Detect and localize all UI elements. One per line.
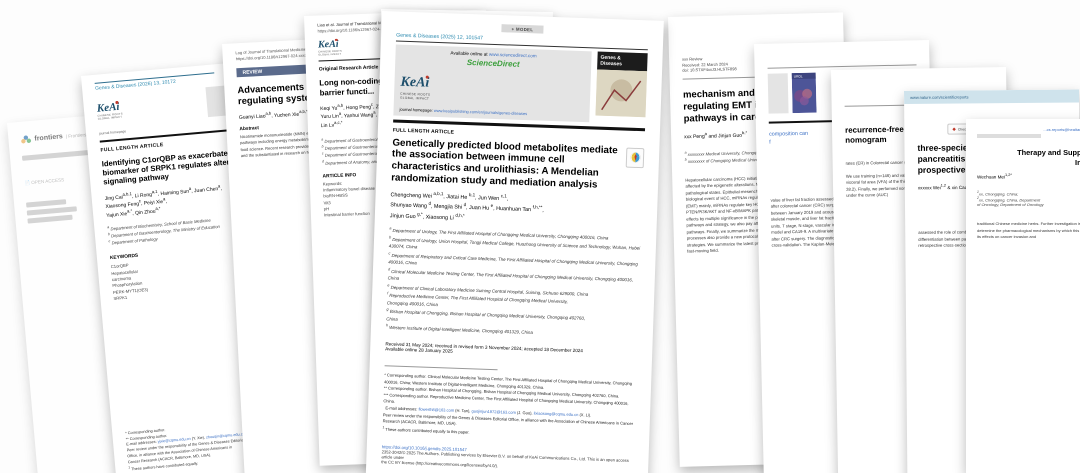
- svg-text:UROL: UROL: [794, 74, 803, 78]
